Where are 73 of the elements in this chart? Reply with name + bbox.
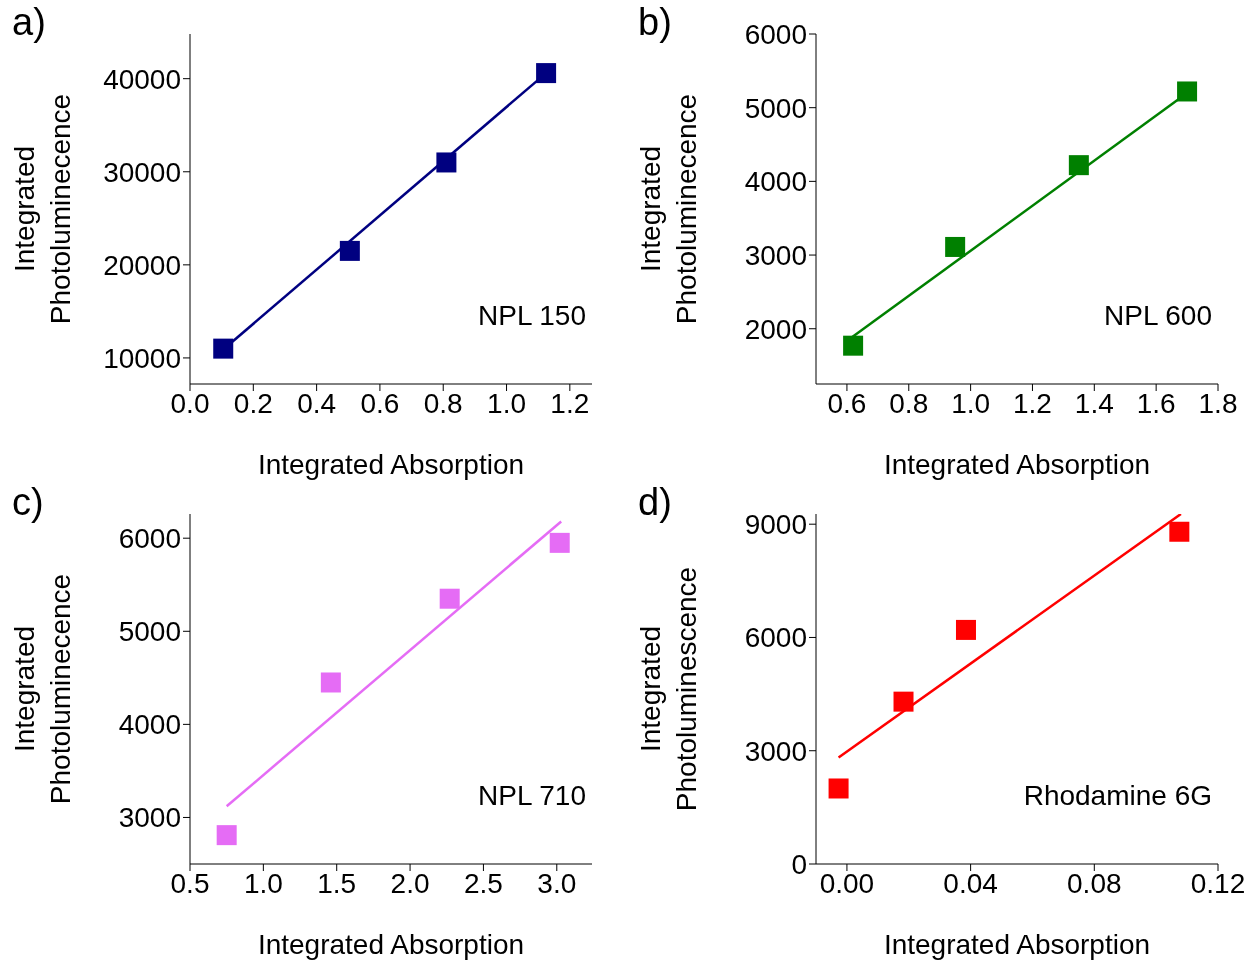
y-tick-label: 30000 [103, 156, 181, 188]
point [1068, 155, 1089, 176]
point [1169, 521, 1190, 542]
x-tick-label: 0.00 [819, 867, 875, 899]
annotation: NPL 600 [1104, 300, 1212, 332]
x-tick-label: 1.0 [487, 387, 526, 419]
point [1177, 81, 1198, 102]
x-tick-label: 0.5 [170, 867, 210, 899]
x-tick-label: 2.0 [390, 867, 430, 899]
y-axis-title: Integrated Photoluminecence [635, 93, 702, 325]
point [216, 825, 237, 846]
y-axis-title: Integrated Photoluminescence [635, 566, 702, 812]
x-tick-label: 1.5 [317, 867, 357, 899]
x-tick-label: 1.8 [1198, 387, 1238, 419]
annotation: Rhodamine 6G [1023, 780, 1212, 812]
y-tick-label: 6000 [744, 622, 807, 654]
annotation: NPL 710 [478, 780, 586, 812]
y-tick-label: 5000 [744, 92, 807, 124]
x-tick-label: 2.5 [463, 867, 503, 899]
x-tick-label: 1.6 [1136, 387, 1176, 419]
x-tick-label: 3.0 [537, 867, 577, 899]
y-tick-label: 0 [791, 848, 807, 880]
x-tick-label: 0.04 [943, 867, 998, 899]
x-axis-title: Integrated Absorption [257, 449, 525, 480]
y-tick-label: 3000 [744, 239, 807, 271]
x-tick-label: 0.8 [889, 387, 929, 419]
x-tick-label: 0.2 [233, 387, 273, 419]
chart-title: c) [12, 480, 44, 524]
chart-title: a) [12, 0, 46, 44]
y-axis-title: Integrated Photoluminecence [9, 93, 76, 325]
x-tick-label: 0.6 [360, 387, 400, 419]
y-tick-label: 2000 [744, 313, 807, 345]
y-tick-label: 3000 [118, 802, 181, 834]
x-tick-label: 1.2 [1012, 387, 1052, 419]
point [893, 691, 914, 712]
y-tick-label: 6000 [744, 18, 807, 50]
x-tick-label: 0.4 [297, 387, 337, 419]
point [320, 672, 341, 693]
x-tick-label: 0.6 [827, 387, 867, 419]
point [339, 240, 360, 261]
y-tick-label: 5000 [118, 616, 181, 648]
y-tick-label: 9000 [744, 509, 807, 541]
chart-title: d) [638, 480, 672, 524]
point [213, 338, 234, 359]
point [955, 619, 976, 640]
y-tick-label: 10000 [103, 342, 181, 374]
x-tick-label: 0.8 [423, 387, 463, 419]
x-axis-title: Integrated Absorption [883, 929, 1151, 960]
point [436, 152, 457, 173]
x-tick-label: 0.12 [1190, 867, 1246, 899]
point [945, 236, 966, 257]
point [439, 588, 460, 609]
y-tick-label: 6000 [118, 523, 181, 555]
x-axis-title: Integrated Absorption [883, 449, 1151, 480]
x-tick-label: 1.0 [243, 867, 283, 899]
y-tick-label: 4000 [118, 709, 181, 741]
point [536, 63, 557, 84]
x-tick-label: 1.0 [951, 387, 991, 419]
y-axis-title: Integrated Photoluminecence [9, 573, 76, 805]
y-tick-label: 4000 [744, 166, 807, 198]
y-tick-label: 3000 [744, 735, 807, 767]
x-tick-label: 0.08 [1067, 867, 1122, 899]
point [549, 532, 570, 553]
chart-title: b) [638, 0, 672, 44]
annotation: NPL 150 [478, 300, 586, 332]
x-tick-label: 0.0 [170, 387, 210, 419]
y-tick-label: 40000 [103, 63, 181, 95]
point [843, 335, 864, 356]
point [828, 778, 849, 799]
x-axis-title: Integrated Absorption [257, 929, 525, 960]
x-tick-label: 1.4 [1074, 387, 1114, 419]
y-tick-label: 20000 [103, 249, 181, 281]
x-tick-label: 1.2 [550, 387, 590, 419]
